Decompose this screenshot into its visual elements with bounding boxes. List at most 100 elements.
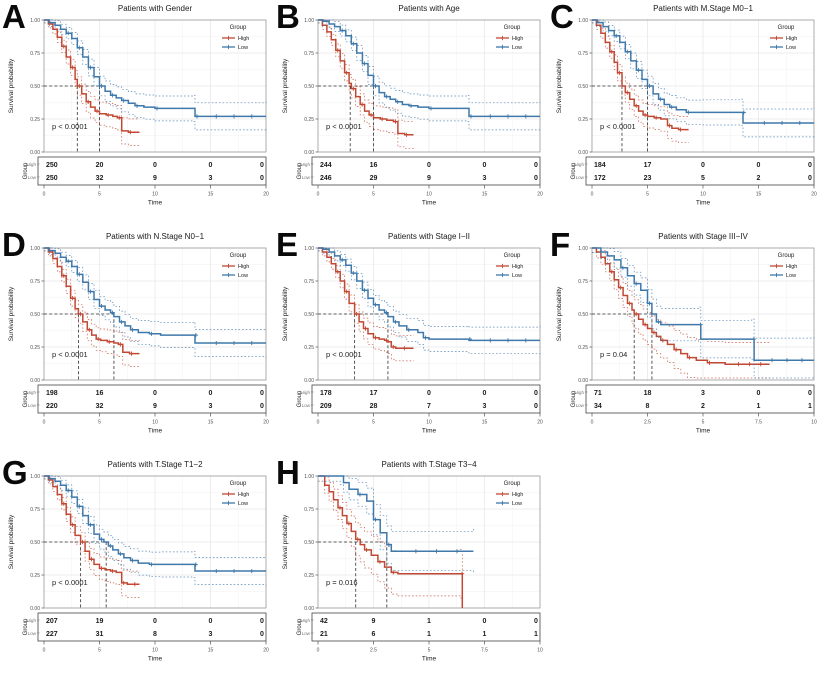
censor-mark	[500, 500, 505, 506]
legend-item-label: Low	[238, 501, 248, 507]
risk-count: 6	[372, 631, 376, 638]
y-tick-label: 0.25	[578, 117, 588, 123]
censor-mark	[249, 340, 254, 346]
censor-mark	[226, 44, 231, 50]
y-axis-title: Survival probability	[556, 286, 563, 341]
y-tick-label: 0.25	[30, 573, 40, 579]
y-tick-label: 1.00	[578, 18, 588, 24]
risk-table-axis-label: Group	[571, 390, 577, 407]
censor-mark	[87, 327, 92, 332]
x-axis-title: Time	[422, 656, 437, 663]
x-tick-label: 5	[372, 192, 375, 198]
censor-mark	[467, 336, 472, 342]
risk-count: 198	[46, 390, 58, 397]
censor-mark	[61, 44, 66, 49]
legend-item-label: Low	[512, 45, 522, 51]
x-tick-label: 15	[208, 192, 214, 198]
risk-count: 32	[96, 175, 104, 182]
risk-count: 0	[153, 390, 157, 397]
y-tick-label: 0.00	[30, 150, 40, 156]
censor-mark	[214, 568, 219, 574]
censor-mark	[70, 296, 75, 301]
y-axis-title: Survival probability	[8, 514, 15, 569]
censor-mark	[459, 571, 465, 576]
censor-mark	[119, 319, 124, 325]
censor-mark	[335, 48, 340, 53]
risk-count: 244	[320, 162, 332, 169]
censor-mark	[377, 559, 383, 564]
x-tick-label: 20	[537, 420, 543, 426]
risk-count: 246	[320, 175, 332, 182]
risk-count: 32	[96, 403, 104, 410]
censor-mark	[364, 547, 369, 553]
censor-mark	[404, 132, 409, 137]
legend-item-label: Low	[512, 501, 522, 507]
risk-count: 0	[209, 162, 213, 169]
y-tick-label: 1.00	[30, 474, 40, 480]
risk-table-axis-label: Group	[23, 618, 29, 635]
panel-letter-B: B	[276, 0, 300, 35]
censor-mark	[762, 120, 767, 126]
censor-mark	[66, 31, 71, 36]
censor-mark	[214, 340, 219, 346]
censor-mark	[106, 112, 111, 118]
panel-title: Patients with M.Stage M0−1	[653, 4, 753, 13]
ci-lower-low	[44, 22, 267, 131]
x-tick-label: 2.5	[644, 420, 651, 426]
x-tick-label: 10	[811, 420, 817, 426]
censor-mark	[99, 537, 104, 542]
risk-count: 28	[370, 403, 378, 410]
y-tick-label: 1.00	[304, 18, 314, 24]
x-axis-title: Time	[422, 428, 437, 435]
x-tick-label: 2.5	[370, 648, 377, 654]
censor-mark	[614, 33, 619, 38]
ci-lower-high	[318, 250, 414, 362]
risk-count: 0	[260, 618, 264, 625]
y-tick-label: 0.50	[30, 312, 40, 318]
y-axis-title: Survival probability	[282, 58, 289, 113]
ci-upper-high	[592, 247, 770, 343]
legend: Group High Low	[770, 253, 797, 279]
risk-count: 9	[427, 175, 431, 182]
survival-curve-low	[44, 247, 266, 344]
censor-mark	[362, 288, 367, 293]
survival-curve-low	[318, 247, 540, 342]
risk-count: 1	[757, 403, 761, 410]
legend-title: Group	[230, 253, 247, 259]
censor-mark	[779, 120, 785, 126]
risk-count: 220	[46, 403, 58, 410]
risk-table-border	[311, 156, 541, 186]
survival-curve-low	[592, 247, 814, 361]
panel-chart-svg: 1.00 0.75 0.50 0.25 0.00 Survival probability…	[8, 232, 269, 435]
panel-title: Patients with T.Stage T1−2	[107, 460, 203, 469]
risk-count: 3	[209, 403, 213, 410]
panel-title: Patients with N.Stage N0−1	[106, 232, 205, 241]
risk-count: 19	[96, 618, 104, 625]
censor-mark	[149, 331, 154, 336]
ci-lower-high	[44, 22, 140, 146]
risk-count: 178	[320, 390, 332, 397]
risk-row-label: High	[301, 618, 311, 623]
censor-mark	[88, 289, 93, 294]
legend-title: Group	[504, 481, 521, 487]
x-tick-label: 0	[317, 648, 320, 654]
censor-mark	[468, 114, 474, 119]
risk-table-border	[585, 384, 815, 414]
censor-mark	[121, 580, 126, 586]
censor-mark	[354, 311, 359, 317]
censor-mark	[130, 327, 135, 332]
censor-mark	[86, 99, 91, 104]
censor-mark	[149, 562, 154, 567]
km-panel-C: 1.00 0.75 0.50 0.25 0.00 Survival probability…	[552, 2, 820, 233]
censor-mark	[797, 120, 802, 126]
risk-count: 0	[808, 175, 812, 182]
censor-mark	[340, 257, 345, 262]
censor-mark	[658, 97, 663, 102]
y-tick-label: 0.25	[304, 117, 314, 123]
censor-mark	[406, 327, 411, 332]
legend-item-label: High	[512, 36, 523, 42]
x-axis-title: Time	[148, 656, 163, 663]
censor-mark	[226, 491, 231, 497]
censor-mark	[340, 28, 345, 33]
censor-mark	[736, 362, 741, 367]
